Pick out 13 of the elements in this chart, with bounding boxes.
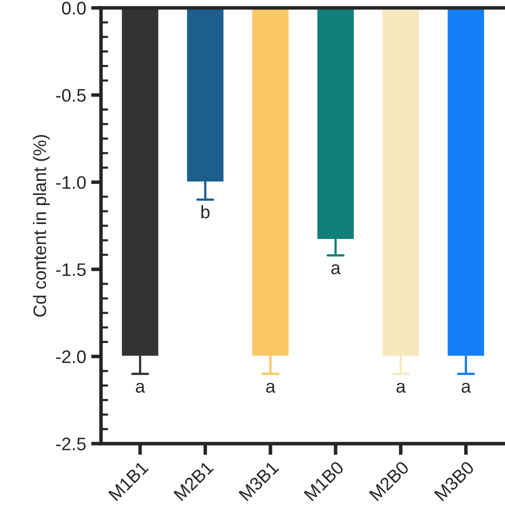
annotation: a bbox=[462, 382, 471, 393]
annotation: a bbox=[396, 382, 406, 393]
annotation: a bbox=[266, 382, 276, 393]
y-tick-label: -1.0 bbox=[56, 176, 86, 189]
annotation: a bbox=[331, 264, 341, 274]
y-tick-label: -0.5 bbox=[56, 88, 86, 102]
y-tick-label: 0.0 bbox=[62, 2, 86, 15]
y-tick-label: -1.5 bbox=[56, 263, 86, 276]
annotation: a bbox=[136, 382, 146, 393]
y-tick-label: -2.5 bbox=[56, 438, 86, 450]
annotation: b bbox=[201, 205, 210, 218]
y-axis-title: Cd content in plant (%) bbox=[32, 135, 50, 317]
y-tick-label: -2.0 bbox=[56, 350, 86, 364]
